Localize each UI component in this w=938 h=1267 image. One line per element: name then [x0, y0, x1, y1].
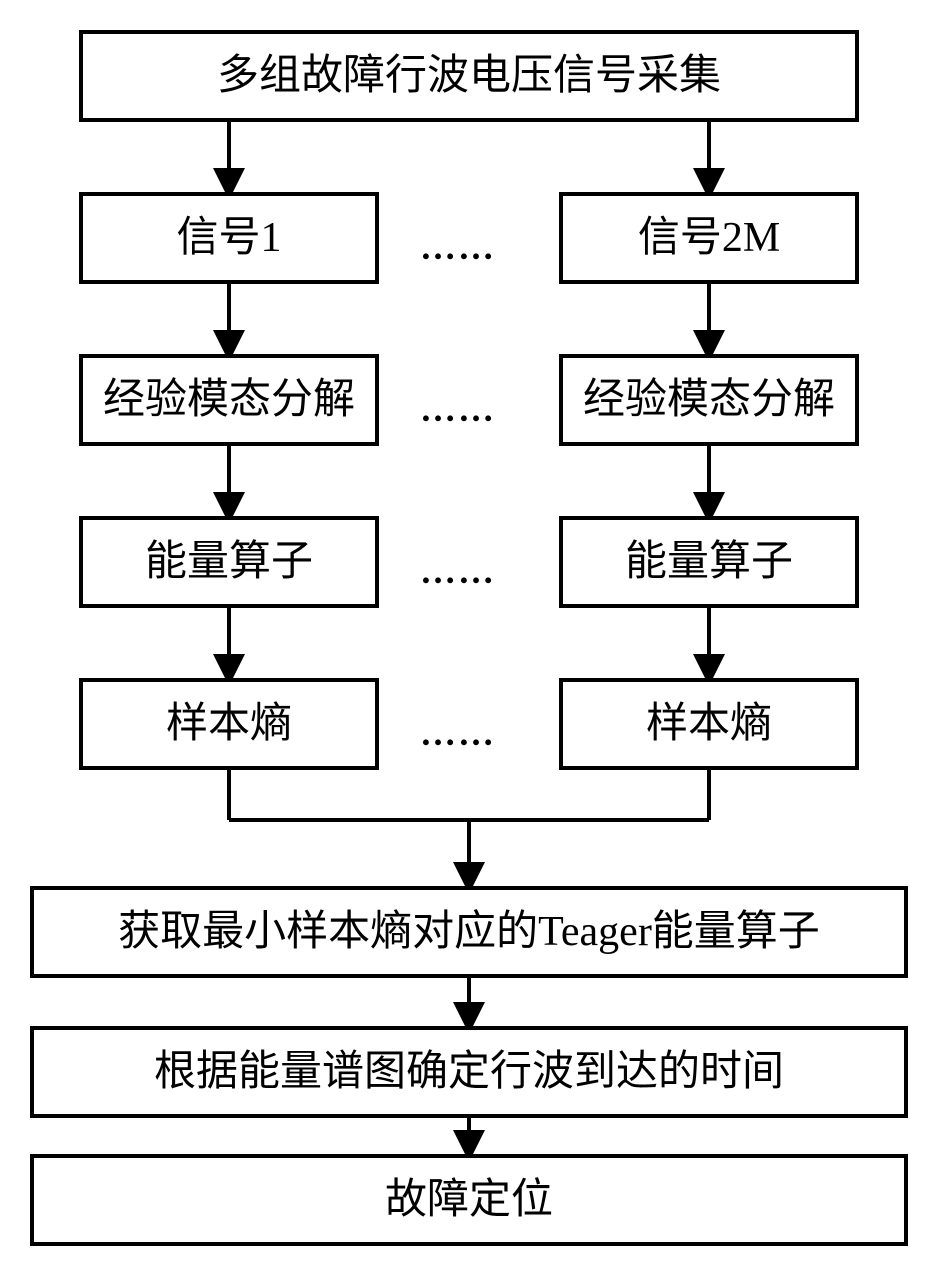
node-label: 故障定位 [385, 1177, 553, 1223]
node-n3a: 经验模态分解 [79, 354, 379, 446]
node-label: 信号1 [176, 215, 281, 261]
node-n6: 获取最小样本熵对应的Teager能量算子 [30, 886, 908, 978]
node-label: 能量算子 [625, 539, 793, 585]
node-label: 信号2M [638, 215, 780, 261]
node-n2a: 信号1 [79, 192, 379, 284]
node-n2b: 信号2M [559, 192, 859, 284]
node-label: 根据能量谱图确定行波到达的时间 [154, 1049, 784, 1095]
node-label: 能量算子 [145, 539, 313, 585]
node-label: 样本熵 [166, 701, 292, 747]
node-label: 获取最小样本熵对应的Teager能量算子 [118, 909, 820, 955]
node-n3b: 经验模态分解 [559, 354, 859, 446]
ellipsis-1: …… [420, 388, 496, 430]
node-n1: 多组故障行波电压信号采集 [79, 30, 859, 122]
node-n8: 故障定位 [30, 1154, 908, 1246]
node-n7: 根据能量谱图确定行波到达的时间 [30, 1026, 908, 1118]
node-n5b: 样本熵 [559, 678, 859, 770]
node-label: 样本熵 [646, 701, 772, 747]
node-n4a: 能量算子 [79, 516, 379, 608]
node-label: 经验模态分解 [583, 377, 835, 423]
node-label: 经验模态分解 [103, 377, 355, 423]
ellipsis-0: …… [420, 226, 496, 268]
flowchart-container: 多组故障行波电压信号采集信号1信号2M经验模态分解经验模态分解能量算子能量算子样… [20, 20, 918, 1247]
node-label: 多组故障行波电压信号采集 [217, 53, 721, 99]
node-n4b: 能量算子 [559, 516, 859, 608]
node-n5a: 样本熵 [79, 678, 379, 770]
ellipsis-3: …… [420, 712, 496, 754]
ellipsis-2: …… [420, 550, 496, 592]
